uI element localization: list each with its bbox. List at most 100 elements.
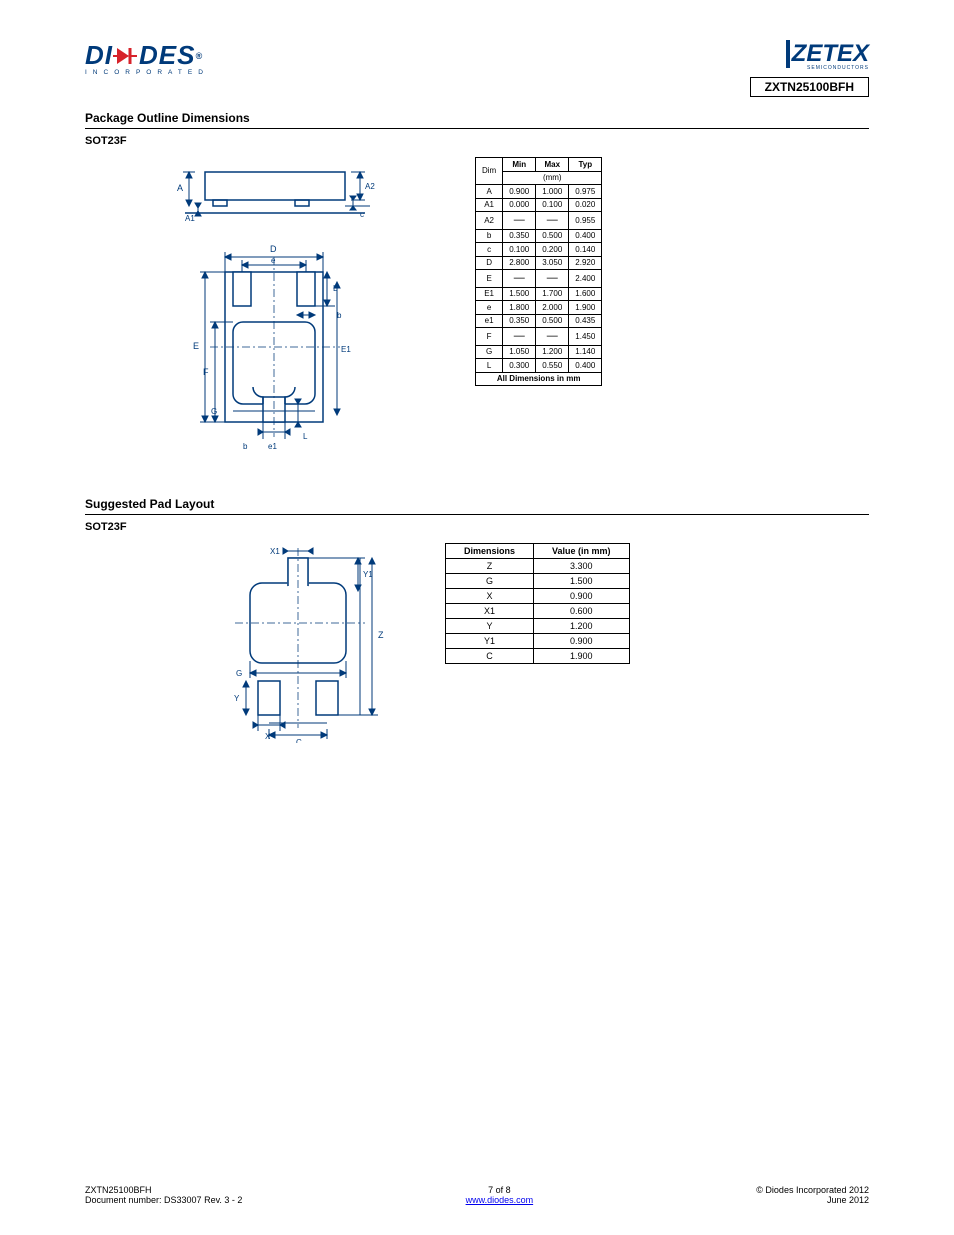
dim-cell: 0.000 [503,198,536,212]
dim-cell: 0.350 [503,314,536,328]
dim-cell: A [476,185,503,199]
dim-cell: 0.300 [503,359,536,373]
footer-part: ZXTN25100BFH [85,1185,242,1195]
svg-text:b: b [243,442,248,451]
footer-date: June 2012 [756,1195,869,1205]
dim-cell: G [476,345,503,359]
pad-row: X1 Y1 Z G [85,543,869,743]
dim-cell: 1.500 [503,287,536,301]
footer-doc: Document number: DS33007 Rev. 3 - 2 [85,1195,242,1205]
section-pkg-outline-title: Package Outline Dimensions [85,111,869,129]
dim-cell: 1.000 [536,185,569,199]
dim-cell: — [503,270,536,287]
dim-cell: L [476,359,503,373]
footer-center: 7 of 8 www.diodes.com [466,1185,534,1205]
svg-text:X: X [265,732,271,741]
land-cell: 1.900 [534,649,630,664]
svg-text:G: G [211,407,217,416]
zetex-sub: SEMICONDUCTORS [750,65,869,71]
part-number: ZXTN25100BFH [750,77,869,97]
pad-drawing: X1 Y1 Z G [205,543,405,743]
dim-cell: 0.500 [536,229,569,243]
dim-cell: 1.600 [569,287,602,301]
svg-text:X1: X1 [270,547,280,556]
dim-cell: 0.500 [536,314,569,328]
dim-cell: — [503,328,536,345]
dim-cell: — [503,212,536,229]
land-cell: 0.900 [534,589,630,604]
dim-cell: 1.700 [536,287,569,301]
dim-table: Dim Min Max Typ (mm) A0.9001.0000.975A10… [475,157,602,386]
dim-cell: 1.900 [569,301,602,315]
dim-table-wrap: Dim Min Max Typ (mm) A0.9001.0000.975A10… [475,157,602,386]
svg-text:c: c [360,210,364,219]
diodes-logo: DI DES ® INCORPORATED [85,40,245,76]
land-cell: Z [446,559,534,574]
dim-cell: 1.140 [569,345,602,359]
svg-text:e: e [271,256,276,265]
dim-footer: All Dimensions in mm [476,372,602,386]
dim-cell: — [536,270,569,287]
svg-text:Y: Y [234,694,240,703]
dim-cell: 1.200 [536,345,569,359]
dim-cell: 0.400 [569,229,602,243]
zetex-logo: ZETEX [786,40,869,68]
land-cell: X1 [446,604,534,619]
svg-text:b: b [337,311,342,320]
dim-cell: 2.800 [503,256,536,270]
land-cell: C [446,649,534,664]
land-cell: 0.900 [534,634,630,649]
footer-page: 7 of 8 [466,1185,534,1195]
dim-cell: b [476,229,503,243]
dim-cell: D [476,256,503,270]
dim-cell: 1.800 [503,301,536,315]
dim-cell: 0.350 [503,229,536,243]
footer-link[interactable]: www.diodes.com [466,1195,534,1205]
footer: ZXTN25100BFH Document number: DS33007 Re… [85,1185,869,1205]
diodes-sub: INCORPORATED [85,69,245,76]
land-table: Dimensions Value (in mm) Z3.300G1.500X0.… [445,543,630,664]
dim-cell: E1 [476,287,503,301]
dim-cell: 0.900 [503,185,536,199]
land-cell: 3.300 [534,559,630,574]
dim-unit: (mm) [503,171,602,185]
dim-cell: 0.100 [503,243,536,257]
svg-text:C: C [296,738,302,743]
dim-cell: 0.435 [569,314,602,328]
land-cell: X [446,589,534,604]
land-cell: 1.200 [534,619,630,634]
svg-text:e1: e1 [268,442,277,451]
land-cell: G [446,574,534,589]
svg-text:Z: Z [378,630,384,640]
dim-cell: 0.955 [569,212,602,229]
footer-right: © Diodes Incorporated 2012 June 2012 [756,1185,869,1205]
svg-text:E1: E1 [341,345,351,354]
section-pad-sub: SOT23F [85,521,869,533]
section-pad-title: Suggested Pad Layout [85,497,869,515]
land-cell: 1.500 [534,574,630,589]
svg-text:E: E [193,341,199,351]
dim-cell: 1.050 [503,345,536,359]
dim-cell: 0.020 [569,198,602,212]
land-cell: 0.600 [534,604,630,619]
dim-cell: 0.100 [536,198,569,212]
dim-cell: 1.450 [569,328,602,345]
dim-cell: — [536,212,569,229]
land-cell: Y1 [446,634,534,649]
svg-text:D: D [270,244,277,254]
svg-text:G: G [236,669,242,678]
dim-cell: — [536,328,569,345]
zetex-block: ZETEX SEMICONDUCTORS ZXTN25100BFH [750,40,869,97]
dim-cell: 2.400 [569,270,602,287]
svg-text:L: L [303,432,308,441]
pkg-drawing: A A1 A2 c [145,157,405,467]
footer-copy: © Diodes Incorporated 2012 [756,1185,869,1195]
dim-cell: 3.050 [536,256,569,270]
section-pkg-outline-sub: SOT23F [85,135,869,147]
svg-text:L: L [333,284,338,293]
dim-cell: A1 [476,198,503,212]
dim-head-max: Max [536,158,569,172]
svg-text:A2: A2 [365,182,375,191]
dim-cell: e1 [476,314,503,328]
dim-cell: F [476,328,503,345]
